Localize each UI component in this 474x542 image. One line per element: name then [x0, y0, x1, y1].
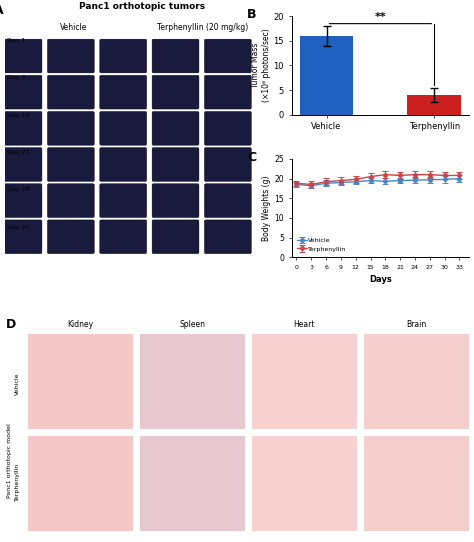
FancyBboxPatch shape — [100, 184, 146, 217]
Bar — [300, 36, 354, 115]
Text: A: A — [0, 4, 3, 17]
Text: Day 35: Day 35 — [8, 225, 30, 230]
Text: Vehicle: Vehicle — [15, 372, 20, 395]
FancyBboxPatch shape — [0, 39, 42, 73]
Text: Vehicle: Vehicle — [60, 23, 87, 33]
FancyBboxPatch shape — [152, 220, 199, 254]
Text: Brain: Brain — [407, 320, 427, 329]
Text: C: C — [247, 151, 256, 164]
FancyBboxPatch shape — [204, 39, 251, 73]
Text: Panc1 orthotopic tumors: Panc1 orthotopic tumors — [80, 3, 206, 11]
FancyBboxPatch shape — [47, 147, 94, 182]
Legend: Vehicle, Terphenyllin: Vehicle, Terphenyllin — [295, 235, 349, 254]
FancyBboxPatch shape — [0, 147, 42, 182]
FancyBboxPatch shape — [0, 75, 42, 109]
FancyBboxPatch shape — [152, 39, 199, 73]
X-axis label: Days: Days — [369, 275, 392, 285]
FancyBboxPatch shape — [204, 112, 251, 145]
Text: Day 21: Day 21 — [8, 150, 30, 155]
Text: Spleen: Spleen — [179, 320, 205, 329]
Text: D: D — [6, 318, 17, 331]
Text: Day 7: Day 7 — [8, 75, 26, 80]
FancyBboxPatch shape — [204, 75, 251, 109]
FancyBboxPatch shape — [0, 184, 42, 217]
FancyBboxPatch shape — [152, 184, 199, 217]
Bar — [407, 95, 461, 115]
Text: Kidney: Kidney — [67, 320, 93, 329]
FancyBboxPatch shape — [204, 184, 251, 217]
FancyBboxPatch shape — [152, 75, 199, 109]
FancyBboxPatch shape — [47, 112, 94, 145]
Text: Heart: Heart — [294, 320, 315, 329]
FancyBboxPatch shape — [0, 112, 42, 145]
FancyBboxPatch shape — [152, 147, 199, 182]
FancyBboxPatch shape — [47, 39, 94, 73]
FancyBboxPatch shape — [100, 147, 146, 182]
Text: **: ** — [374, 12, 386, 22]
FancyBboxPatch shape — [100, 75, 146, 109]
Y-axis label: Tumor Mass
(×10⁸ photons/sec): Tumor Mass (×10⁸ photons/sec) — [251, 29, 271, 102]
Text: Terphenyllin: Terphenyllin — [15, 463, 20, 501]
Y-axis label: Body Weights (g): Body Weights (g) — [263, 176, 272, 241]
Text: Day 28: Day 28 — [8, 188, 30, 192]
FancyBboxPatch shape — [47, 184, 94, 217]
FancyBboxPatch shape — [204, 220, 251, 254]
Text: Terphenyllin (20 mg/kg): Terphenyllin (20 mg/kg) — [157, 23, 249, 33]
FancyBboxPatch shape — [0, 220, 42, 254]
Text: Day 14: Day 14 — [8, 113, 30, 118]
FancyBboxPatch shape — [100, 220, 146, 254]
Text: Panc1 orthotopic model: Panc1 orthotopic model — [7, 423, 12, 498]
FancyBboxPatch shape — [100, 112, 146, 145]
FancyBboxPatch shape — [47, 220, 94, 254]
FancyBboxPatch shape — [152, 112, 199, 145]
Text: B: B — [247, 8, 256, 21]
FancyBboxPatch shape — [47, 75, 94, 109]
FancyBboxPatch shape — [204, 147, 251, 182]
Text: Day 1: Day 1 — [8, 38, 26, 43]
FancyBboxPatch shape — [100, 39, 146, 73]
